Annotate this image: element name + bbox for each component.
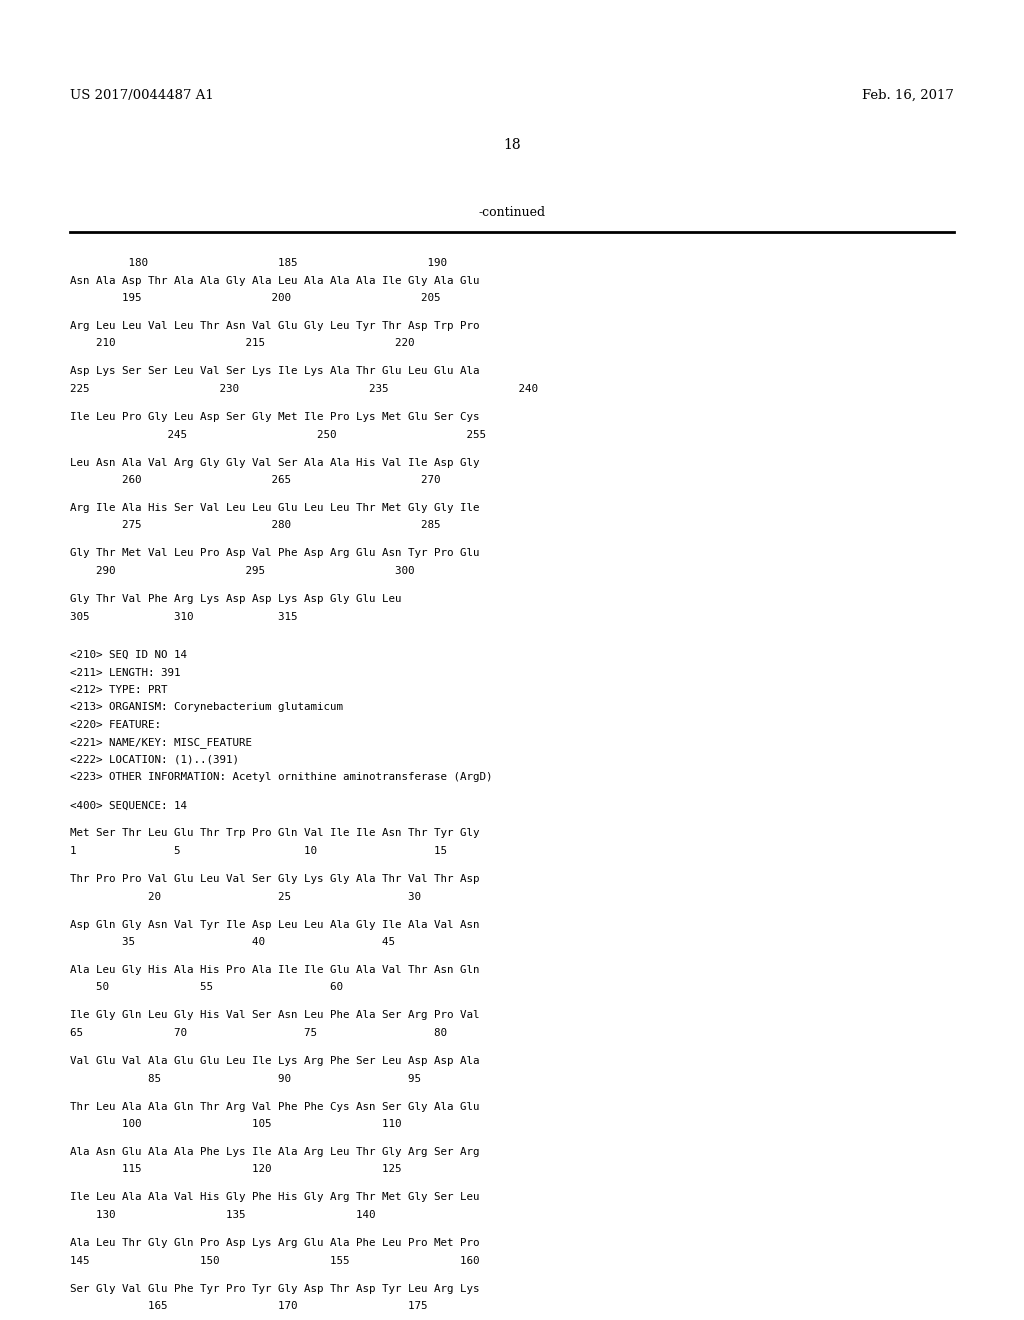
Text: Ile Gly Gln Leu Gly His Val Ser Asn Leu Phe Ala Ser Arg Pro Val: Ile Gly Gln Leu Gly His Val Ser Asn Leu … (70, 1011, 479, 1020)
Text: 85                  90                  95: 85 90 95 (70, 1073, 421, 1084)
Text: -continued: -continued (478, 206, 546, 219)
Text: 100                 105                 110: 100 105 110 (70, 1119, 401, 1129)
Text: <212> TYPE: PRT: <212> TYPE: PRT (70, 685, 168, 696)
Text: Ile Leu Pro Gly Leu Asp Ser Gly Met Ile Pro Lys Met Glu Ser Cys: Ile Leu Pro Gly Leu Asp Ser Gly Met Ile … (70, 412, 479, 422)
Text: 18: 18 (503, 139, 521, 152)
Text: 1               5                   10                  15: 1 5 10 15 (70, 846, 447, 855)
Text: <223> OTHER INFORMATION: Acetyl ornithine aminotransferase (ArgD): <223> OTHER INFORMATION: Acetyl ornithin… (70, 772, 493, 783)
Text: Ser Gly Val Glu Phe Tyr Pro Tyr Gly Asp Thr Asp Tyr Leu Arg Lys: Ser Gly Val Glu Phe Tyr Pro Tyr Gly Asp … (70, 1283, 479, 1294)
Text: <220> FEATURE:: <220> FEATURE: (70, 719, 161, 730)
Text: Thr Leu Ala Ala Gln Thr Arg Val Phe Phe Cys Asn Ser Gly Ala Glu: Thr Leu Ala Ala Gln Thr Arg Val Phe Phe … (70, 1101, 479, 1111)
Text: <213> ORGANISM: Corynebacterium glutamicum: <213> ORGANISM: Corynebacterium glutamic… (70, 702, 343, 713)
Text: Asn Ala Asp Thr Ala Ala Gly Ala Leu Ala Ala Ala Ile Gly Ala Glu: Asn Ala Asp Thr Ala Ala Gly Ala Leu Ala … (70, 276, 479, 285)
Text: 35                  40                  45: 35 40 45 (70, 937, 395, 946)
Text: <210> SEQ ID NO 14: <210> SEQ ID NO 14 (70, 649, 187, 660)
Text: Arg Ile Ala His Ser Val Leu Leu Glu Leu Leu Thr Met Gly Gly Ile: Arg Ile Ala His Ser Val Leu Leu Glu Leu … (70, 503, 479, 513)
Text: 115                 120                 125: 115 120 125 (70, 1164, 401, 1175)
Text: US 2017/0044487 A1: US 2017/0044487 A1 (70, 88, 214, 102)
Text: 290                    295                    300: 290 295 300 (70, 566, 415, 576)
Text: 65              70                  75                  80: 65 70 75 80 (70, 1028, 447, 1038)
Text: <222> LOCATION: (1)..(391): <222> LOCATION: (1)..(391) (70, 755, 239, 766)
Text: Val Glu Val Ala Glu Glu Leu Ile Lys Arg Phe Ser Leu Asp Asp Ala: Val Glu Val Ala Glu Glu Leu Ile Lys Arg … (70, 1056, 479, 1067)
Text: Met Ser Thr Leu Glu Thr Trp Pro Gln Val Ile Ile Asn Thr Tyr Gly: Met Ser Thr Leu Glu Thr Trp Pro Gln Val … (70, 829, 479, 838)
Text: Asp Gln Gly Asn Val Tyr Ile Asp Leu Leu Ala Gly Ile Ala Val Asn: Asp Gln Gly Asn Val Tyr Ile Asp Leu Leu … (70, 920, 479, 929)
Text: 245                    250                    255: 245 250 255 (70, 429, 486, 440)
Text: 180                    185                    190: 180 185 190 (70, 257, 447, 268)
Text: 50              55                  60: 50 55 60 (70, 982, 343, 993)
Text: Ile Leu Ala Ala Val His Gly Phe His Gly Arg Thr Met Gly Ser Leu: Ile Leu Ala Ala Val His Gly Phe His Gly … (70, 1192, 479, 1203)
Text: 260                    265                    270: 260 265 270 (70, 475, 440, 484)
Text: Ala Leu Thr Gly Gln Pro Asp Lys Arg Glu Ala Phe Leu Pro Met Pro: Ala Leu Thr Gly Gln Pro Asp Lys Arg Glu … (70, 1238, 479, 1247)
Text: 165                 170                 175: 165 170 175 (70, 1302, 427, 1311)
Text: Arg Leu Leu Val Leu Thr Asn Val Glu Gly Leu Tyr Thr Asp Trp Pro: Arg Leu Leu Val Leu Thr Asn Val Glu Gly … (70, 321, 479, 331)
Text: 275                    280                    285: 275 280 285 (70, 520, 440, 531)
Text: 210                    215                    220: 210 215 220 (70, 338, 415, 348)
Text: Ala Asn Glu Ala Ala Phe Lys Ile Ala Arg Leu Thr Gly Arg Ser Arg: Ala Asn Glu Ala Ala Phe Lys Ile Ala Arg … (70, 1147, 479, 1158)
Text: 20                  25                  30: 20 25 30 (70, 891, 421, 902)
Text: Thr Pro Pro Val Glu Leu Val Ser Gly Lys Gly Ala Thr Val Thr Asp: Thr Pro Pro Val Glu Leu Val Ser Gly Lys … (70, 874, 479, 884)
Text: Feb. 16, 2017: Feb. 16, 2017 (862, 88, 954, 102)
Text: Gly Thr Val Phe Arg Lys Asp Asp Lys Asp Gly Glu Leu: Gly Thr Val Phe Arg Lys Asp Asp Lys Asp … (70, 594, 401, 605)
Text: 305             310             315: 305 310 315 (70, 611, 298, 622)
Text: 145                 150                 155                 160: 145 150 155 160 (70, 1255, 479, 1266)
Text: <211> LENGTH: 391: <211> LENGTH: 391 (70, 668, 180, 677)
Text: <221> NAME/KEY: MISC_FEATURE: <221> NAME/KEY: MISC_FEATURE (70, 738, 252, 748)
Text: 225                    230                    235                    240: 225 230 235 240 (70, 384, 538, 393)
Text: Gly Thr Met Val Leu Pro Asp Val Phe Asp Arg Glu Asn Tyr Pro Glu: Gly Thr Met Val Leu Pro Asp Val Phe Asp … (70, 549, 479, 558)
Text: Leu Asn Ala Val Arg Gly Gly Val Ser Ala Ala His Val Ile Asp Gly: Leu Asn Ala Val Arg Gly Gly Val Ser Ala … (70, 458, 479, 467)
Text: Asp Lys Ser Ser Leu Val Ser Lys Ile Lys Ala Thr Glu Leu Glu Ala: Asp Lys Ser Ser Leu Val Ser Lys Ile Lys … (70, 367, 479, 376)
Text: 195                    200                    205: 195 200 205 (70, 293, 440, 304)
Text: Ala Leu Gly His Ala His Pro Ala Ile Ile Glu Ala Val Thr Asn Gln: Ala Leu Gly His Ala His Pro Ala Ile Ile … (70, 965, 479, 975)
Text: 130                 135                 140: 130 135 140 (70, 1210, 376, 1220)
Text: <400> SEQUENCE: 14: <400> SEQUENCE: 14 (70, 800, 187, 810)
